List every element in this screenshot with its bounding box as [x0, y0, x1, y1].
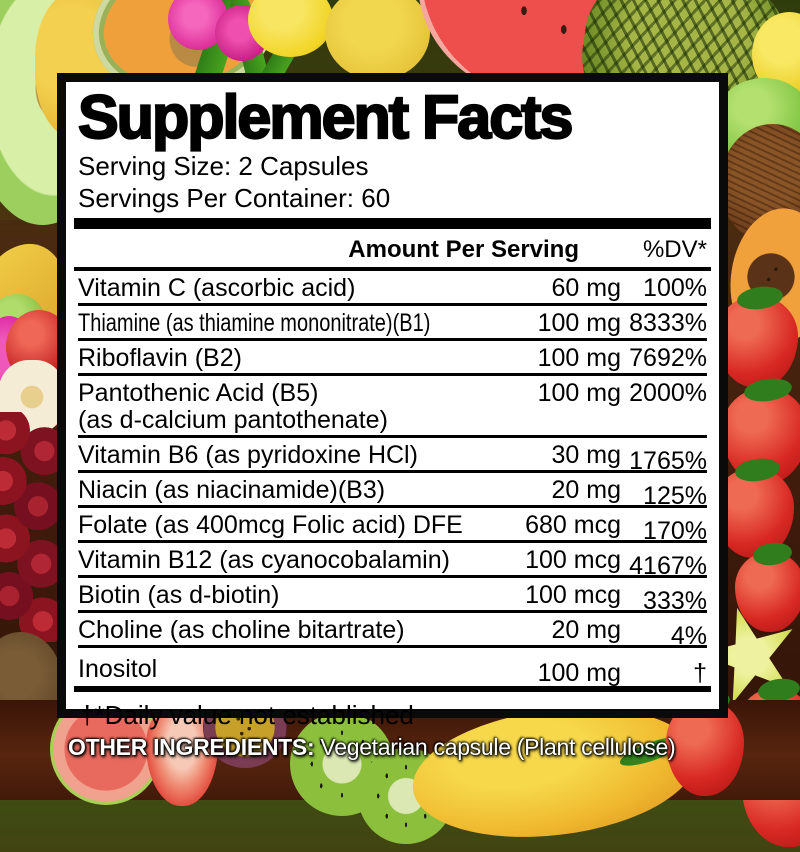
table-row: Folate (as 400mcg Folic acid) DFE 680 mc…	[78, 508, 707, 545]
ingredient-amount: 20 mg	[551, 616, 621, 644]
ingredient-name-cell: Riboflavin (B2)	[78, 345, 503, 372]
ingredient-amount: 100 mg	[537, 379, 621, 407]
header-underline	[74, 267, 711, 271]
ingredient-amount: 100 mcg	[525, 546, 621, 574]
ingredient-name: Vitamin B6 (as pyridoxine HCl)	[78, 441, 418, 469]
panel-content: Supplement Facts Serving Size: 2 Capsule…	[66, 82, 719, 730]
ingredient-amount: 60 mg	[551, 274, 621, 302]
strawberry	[716, 296, 798, 388]
ingredient-amount: 100 mcg	[525, 581, 621, 609]
ingredient-name-cell: Pantothenic Acid (B5) (as d-calcium pant…	[78, 380, 503, 434]
other-ingredients-line: OTHER INGREDIENTS: Vegetarian capsule (P…	[68, 734, 768, 761]
supplement-facts-panel: Supplement Facts Serving Size: 2 Capsule…	[57, 73, 728, 730]
other-ingredients-value: Vegetarian capsule (Plant cellulose)	[314, 734, 676, 760]
ingredient-name-line2: (as d-calcium pantothenate)	[78, 406, 388, 434]
servings-per-container-text: Servings Per Container: 60	[78, 183, 391, 213]
ingredient-amount: 100 mg	[537, 659, 621, 687]
facts-rows: Vitamin C (ascorbic acid) 60 mg 100% Thi…	[78, 271, 707, 687]
ingredient-name: Choline (as choline bitartrate)	[78, 616, 405, 644]
ingredient-dv: 1765%	[629, 447, 707, 475]
ingredient-name: Vitamin C (ascorbic acid)	[78, 274, 356, 302]
table-row: Thiamine (as thiamine mononitrate)(B1) 1…	[78, 306, 707, 341]
percent-dv-header: %DV*	[642, 236, 707, 263]
ingredient-name-cell: Folate (as 400mcg Folic acid) DFE	[78, 512, 503, 539]
table-row: Choline (as choline bitartrate) 20 mg 4%	[78, 613, 707, 650]
table-row: Vitamin B12 (as cyanocobalamin) 100 mcg …	[78, 543, 707, 580]
ingredient-name: Niacin (as niacinamide)(B3)	[78, 476, 386, 504]
table-row: Vitamin B6 (as pyridoxine HCl) 30 mg 176…	[78, 438, 707, 475]
facts-column-header: Amount Per Serving %DV*	[78, 229, 707, 267]
amount-per-serving-header: Amount Per Serving	[348, 236, 579, 263]
table-row: Pantothenic Acid (B5) (as d-calcium pant…	[78, 376, 707, 438]
table-row: Niacin (as niacinamide)(B3) 20 mg 125%	[78, 473, 707, 510]
serving-size-text: Serving Size: 2 Capsules	[78, 151, 369, 181]
ingredient-dv: 333%	[643, 587, 707, 615]
ingredient-name: Riboflavin (B2)	[78, 344, 242, 372]
ingredient-dv: 8333%	[629, 309, 707, 337]
ingredient-name: Thiamine (as thiamine mononitrate)(B1)	[78, 309, 431, 337]
ingredient-amount: 100 mg	[537, 309, 621, 337]
ingredient-name-cell: Vitamin B12 (as cyanocobalamin)	[78, 547, 503, 574]
ingredient-name-cell: Vitamin B6 (as pyridoxine HCl)	[78, 442, 503, 469]
ingredient-name-cell: Vitamin C (ascorbic acid)	[78, 275, 503, 302]
strawberry	[735, 552, 800, 632]
supplement-facts-title: Supplement Facts	[77, 83, 575, 151]
other-ingredients-label: OTHER INGREDIENTS:	[68, 734, 315, 760]
ingredient-dv: 7692%	[629, 344, 707, 372]
ingredient-dv: 2000%	[629, 379, 707, 407]
ingredient-dv: 4%	[670, 622, 707, 650]
ingredient-name: Vitamin B12 (as cyanocobalamin)	[78, 546, 450, 574]
ingredient-amount: 30 mg	[551, 441, 621, 469]
red-grape-cluster	[0, 412, 62, 642]
daily-value-footnote: †*Daily value not established	[80, 700, 414, 730]
ingredient-name: Biotin (as d-biotin)	[78, 581, 280, 609]
ingredient-name-cell: Choline (as choline bitartrate)	[78, 617, 503, 644]
ingredient-name-cell: Thiamine (as thiamine mononitrate)(B1)	[78, 310, 503, 337]
ingredient-name: Folate (as 400mcg Folic acid) DFE	[78, 511, 463, 539]
ingredient-name: Inositol	[78, 655, 158, 683]
ingredient-dv: 4167%	[629, 552, 707, 580]
ingredient-dv: 100%	[643, 274, 707, 302]
ingredient-dv: †	[693, 659, 707, 687]
thick-divider-bar	[74, 218, 711, 229]
ingredient-amount: 20 mg	[551, 476, 621, 504]
table-row: Riboflavin (B2) 100 mg 7692%	[78, 341, 707, 376]
ingredient-name-cell: Biotin (as d-biotin)	[78, 582, 503, 609]
ingredient-amount: 680 mcg	[525, 511, 621, 539]
ingredient-name-cell: Inositol	[78, 656, 503, 683]
table-row: Inositol 100 mg †	[78, 648, 707, 687]
table-row: Vitamin C (ascorbic acid) 60 mg 100%	[78, 271, 707, 306]
footnote-divider	[74, 686, 711, 692]
table-row: Biotin (as d-biotin) 100 mcg 333%	[78, 578, 707, 615]
ingredient-name-cell: Niacin (as niacinamide)(B3)	[78, 477, 503, 504]
ingredient-amount: 100 mg	[537, 344, 621, 372]
ingredient-dv: 125%	[643, 482, 707, 510]
ingredient-name: Pantothenic Acid (B5)	[78, 379, 319, 407]
ingredient-dv: 170%	[643, 517, 707, 545]
lemon	[325, 0, 430, 80]
